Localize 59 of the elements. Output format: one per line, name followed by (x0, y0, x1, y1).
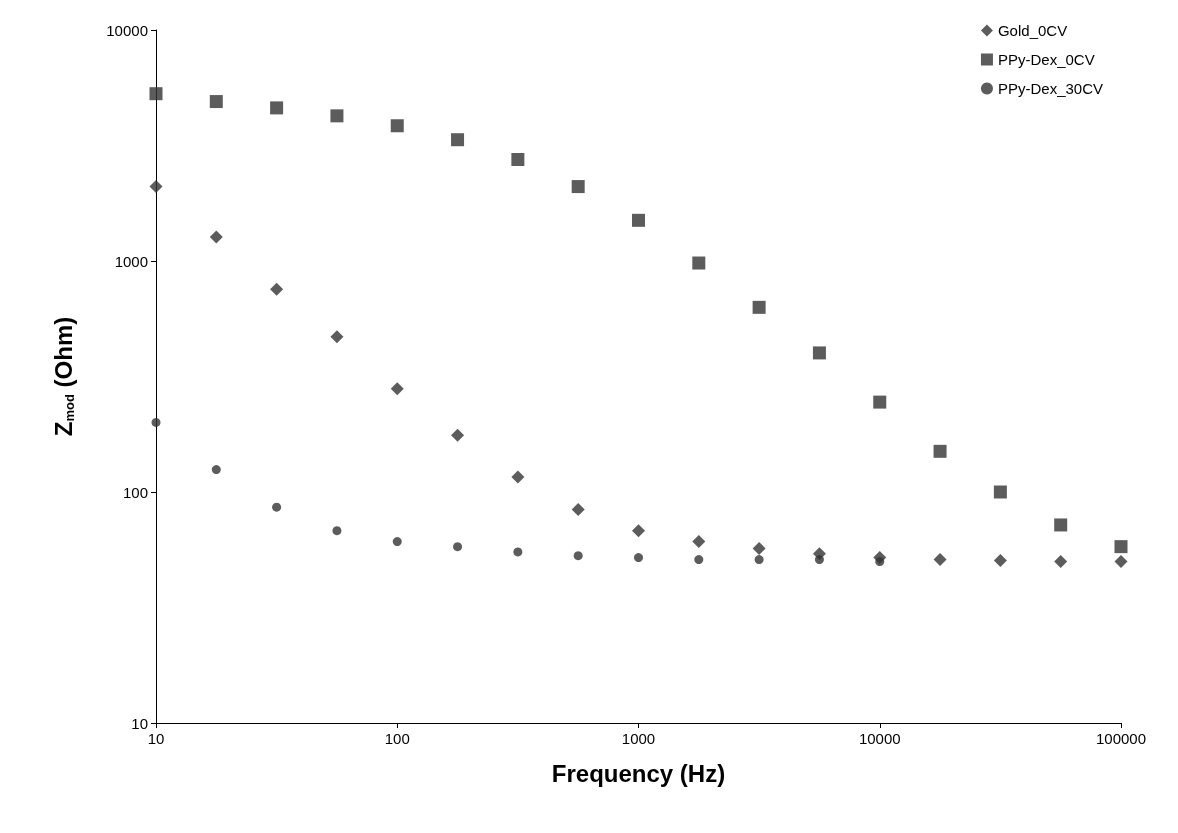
point (390, 119, 404, 133)
point (451, 133, 465, 147)
point (270, 282, 284, 296)
y-tick-label: 10000 (106, 21, 148, 39)
point (392, 537, 402, 547)
x-tick-label: 1000 (621, 730, 656, 747)
point (270, 101, 284, 115)
x-tick-label: 10 (147, 730, 165, 747)
point (754, 555, 764, 565)
point (513, 547, 523, 557)
x-tick-label: 100000 (1095, 730, 1147, 747)
point (511, 153, 525, 167)
point (873, 395, 887, 409)
point (149, 180, 163, 194)
point (573, 551, 583, 561)
point (1054, 555, 1068, 569)
point (272, 502, 282, 512)
point (330, 330, 344, 344)
point (453, 542, 463, 552)
point (511, 470, 525, 484)
y-axis-title: Zmod (Ohm) (50, 316, 77, 437)
point (875, 557, 885, 567)
point (332, 526, 342, 536)
legend-label: PPy-Dex_0CV (997, 51, 1095, 68)
point (571, 180, 585, 194)
y-tick-label: 10 (131, 714, 148, 732)
point (151, 417, 161, 427)
point (814, 555, 824, 565)
point (209, 230, 223, 244)
point (993, 485, 1007, 499)
point (209, 95, 223, 109)
legend-label: Gold_0CV (997, 22, 1068, 39)
x-tick-label: 100 (384, 730, 410, 747)
point (634, 553, 643, 563)
y-tick-label: 1000 (114, 252, 148, 270)
x-axis-title: Frequency (Hz) (551, 759, 726, 787)
point (692, 256, 706, 270)
point (149, 87, 163, 101)
point (993, 554, 1007, 568)
point (933, 553, 947, 567)
point (752, 300, 766, 314)
point (933, 444, 947, 458)
point (752, 541, 766, 555)
point (390, 382, 404, 396)
point (571, 502, 585, 516)
point (632, 213, 645, 227)
point (1114, 555, 1128, 569)
point (1054, 518, 1068, 532)
legend-label: PPy-Dex_30CV (997, 80, 1103, 97)
point (692, 535, 706, 549)
point (1114, 540, 1128, 554)
point (211, 465, 221, 475)
point (632, 524, 645, 538)
point (330, 109, 344, 123)
x-tick-label: 10000 (858, 730, 901, 747)
point (812, 346, 826, 360)
y-tick-label: 100 (122, 483, 148, 501)
point (694, 555, 704, 565)
point (451, 428, 465, 442)
